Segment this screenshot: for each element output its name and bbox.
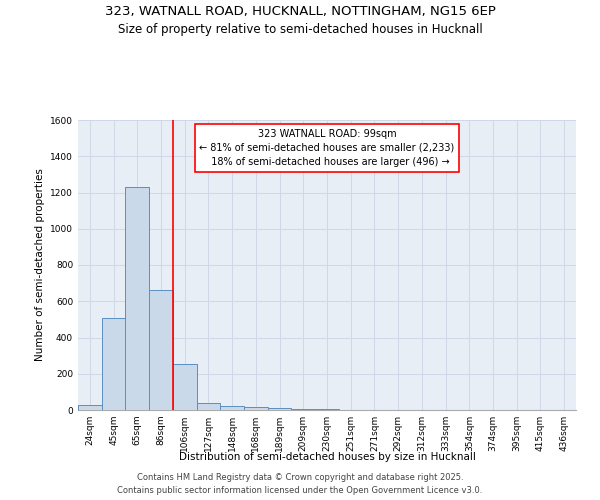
Bar	[220, 406, 244, 410]
Text: Size of property relative to semi-detached houses in Hucknall: Size of property relative to semi-detach…	[118, 22, 482, 36]
Text: 323, WATNALL ROAD, HUCKNALL, NOTTINGHAM, NG15 6EP: 323, WATNALL ROAD, HUCKNALL, NOTTINGHAM,…	[104, 5, 496, 18]
Bar	[125, 187, 149, 410]
Bar	[173, 364, 197, 410]
Y-axis label: Number of semi-detached properties: Number of semi-detached properties	[35, 168, 44, 362]
Text: Distribution of semi-detached houses by size in Hucknall: Distribution of semi-detached houses by …	[179, 452, 475, 462]
Bar	[149, 290, 173, 410]
Bar	[102, 318, 125, 410]
Bar	[197, 403, 220, 410]
Bar	[244, 408, 268, 410]
Text: 323 WATNALL ROAD: 99sqm
← 81% of semi-detached houses are smaller (2,233)
  18% : 323 WATNALL ROAD: 99sqm ← 81% of semi-de…	[199, 128, 455, 166]
Bar	[268, 408, 292, 410]
Bar	[78, 404, 102, 410]
Text: Contains HM Land Registry data © Crown copyright and database right 2025.
Contai: Contains HM Land Registry data © Crown c…	[118, 474, 482, 495]
